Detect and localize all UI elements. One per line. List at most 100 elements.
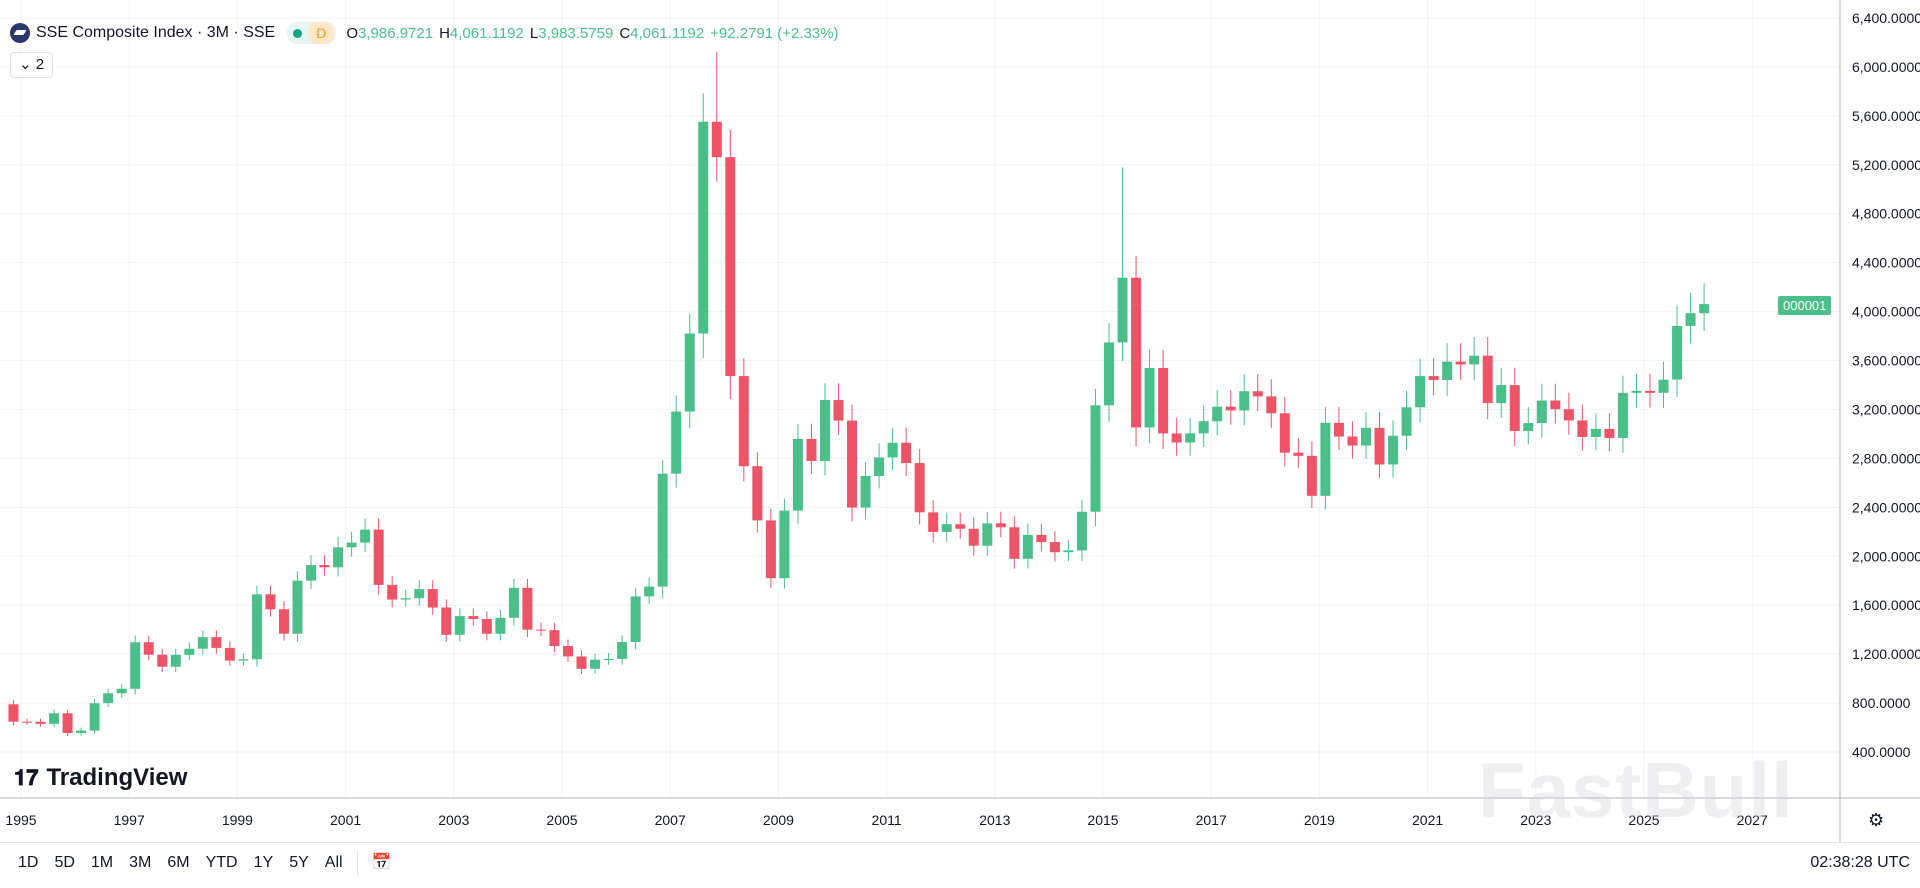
candle-body bbox=[1469, 355, 1480, 365]
candle-body bbox=[1442, 361, 1453, 380]
x-tick-label: 2015 bbox=[1087, 812, 1118, 828]
x-tick-label: 2027 bbox=[1737, 812, 1768, 828]
candle-body bbox=[522, 587, 533, 630]
range-1m[interactable]: 1M bbox=[90, 854, 114, 871]
candle-body bbox=[170, 654, 181, 667]
x-tick-label: 2023 bbox=[1520, 812, 1551, 828]
candle-body bbox=[1347, 436, 1358, 446]
tradingview-logo[interactable]: 𝟏𝟕 TradingView bbox=[14, 764, 187, 792]
x-tick-label: 2003 bbox=[438, 812, 469, 828]
indicators-collapse-button[interactable]: ⌄ 2 bbox=[10, 52, 54, 78]
candle-body bbox=[1685, 313, 1696, 326]
clock[interactable]: 02:38:28 UTC bbox=[1810, 854, 1910, 871]
y-tick-label: 4,400.0000 bbox=[1852, 255, 1920, 271]
candle-body bbox=[265, 594, 276, 610]
candle-body bbox=[657, 473, 668, 587]
candle-body bbox=[1509, 385, 1520, 431]
candle-body bbox=[184, 648, 195, 655]
close-value: 4,061.1192 bbox=[630, 24, 705, 42]
candle-body bbox=[1550, 400, 1561, 410]
candle-body bbox=[1225, 406, 1236, 411]
range-3m[interactable]: 3M bbox=[129, 854, 152, 871]
candle-body bbox=[103, 693, 114, 704]
x-tick-label: 2017 bbox=[1196, 812, 1227, 828]
x-tick-label: 2011 bbox=[872, 812, 902, 828]
candle-body bbox=[8, 704, 19, 722]
x-tick-label: 2013 bbox=[979, 812, 1010, 828]
y-tick-label: 2,000.0000 bbox=[1852, 548, 1920, 564]
candle-body bbox=[711, 121, 722, 158]
candle-body bbox=[76, 730, 87, 734]
candle-body bbox=[157, 654, 168, 667]
candle-body bbox=[1306, 455, 1317, 496]
scale-settings-icon[interactable]: ⚙ bbox=[1868, 810, 1885, 830]
range-5d[interactable]: 5D bbox=[54, 854, 75, 871]
candle-body bbox=[373, 529, 384, 585]
candle-body bbox=[887, 442, 898, 458]
range-6m[interactable]: 6M bbox=[167, 854, 190, 871]
candle-body bbox=[278, 609, 289, 634]
candle-body bbox=[1645, 390, 1655, 393]
logo-text: TradingView bbox=[46, 764, 188, 791]
y-tick-label: 6,000.0000 bbox=[1852, 59, 1920, 75]
candle-body bbox=[1049, 542, 1060, 553]
range-all[interactable]: All bbox=[324, 854, 343, 871]
range-5y[interactable]: 5Y bbox=[289, 854, 309, 871]
y-tick-label: 6,400.0000 bbox=[1852, 10, 1920, 26]
y-tick-label: 800.0000 bbox=[1852, 695, 1911, 711]
candle-body bbox=[346, 542, 357, 548]
open-value: 3,986.9721 bbox=[358, 24, 434, 42]
candle-body bbox=[1631, 390, 1642, 393]
candle-body bbox=[508, 587, 519, 618]
candle-body bbox=[1415, 376, 1426, 408]
candle-body bbox=[684, 333, 695, 412]
high-label: H bbox=[439, 24, 450, 42]
candle-body bbox=[1496, 385, 1507, 404]
y-tick-label: 4,000.0000 bbox=[1852, 304, 1920, 320]
toolbar-divider bbox=[356, 850, 358, 876]
ohlc-values: O3,986.9721 H4,061.1192 L3,983.5759 C4,0… bbox=[346, 25, 838, 42]
candle-body bbox=[1158, 367, 1169, 434]
market-status-pill[interactable]: D bbox=[287, 22, 337, 44]
x-tick-label: 1995 bbox=[5, 812, 36, 828]
candle-body bbox=[1536, 400, 1547, 424]
candle-body bbox=[1293, 452, 1304, 456]
candle-body bbox=[49, 713, 60, 724]
candle-body bbox=[116, 688, 127, 694]
candle-body bbox=[1131, 277, 1142, 428]
candle-body bbox=[251, 594, 262, 660]
goto-date-icon[interactable]: 📅 bbox=[371, 854, 392, 871]
range-ytd[interactable]: YTD bbox=[205, 854, 238, 871]
candle-body bbox=[1266, 396, 1277, 414]
candle-body bbox=[306, 565, 317, 581]
y-tick-label: 2,800.0000 bbox=[1852, 450, 1920, 466]
range-1y[interactable]: 1Y bbox=[253, 854, 274, 871]
candle-body bbox=[765, 520, 776, 579]
candlestick-chart[interactable]: 400.0000 800.0000 1,200.0000 1,600.0000 2,00… bbox=[0, 0, 1920, 842]
candle-body bbox=[1563, 409, 1574, 421]
candle-body bbox=[995, 523, 1006, 528]
candle-body bbox=[1279, 413, 1290, 453]
candle-body bbox=[1144, 367, 1155, 428]
symbol-title[interactable]: SSE Composite Index · 3M · SSE bbox=[36, 24, 276, 41]
candle-body bbox=[671, 411, 682, 474]
candle-body bbox=[590, 659, 601, 669]
candle-body bbox=[1523, 423, 1534, 431]
symbol-logo-icon bbox=[10, 23, 30, 43]
y-tick-label: 4,800.0000 bbox=[1852, 206, 1920, 222]
range-1d[interactable]: 1D bbox=[18, 854, 39, 871]
high-value: 4,061.1192 bbox=[449, 24, 524, 42]
candle-body bbox=[130, 642, 141, 689]
watermark: FastBull bbox=[1478, 746, 1794, 834]
candle-body bbox=[441, 607, 452, 635]
symbol-legend: SSE Composite Index · 3M · SSE D O3,986.… bbox=[10, 22, 839, 44]
candle-body bbox=[1212, 406, 1223, 422]
candle-body bbox=[1401, 407, 1412, 436]
candle-body bbox=[860, 476, 871, 508]
candle-body bbox=[197, 637, 208, 649]
candle-body bbox=[1388, 435, 1399, 465]
price-tag: 000001 bbox=[1778, 296, 1832, 315]
candle-body bbox=[928, 512, 939, 532]
candle-body bbox=[1239, 391, 1250, 411]
x-tick-label: 2025 bbox=[1628, 812, 1659, 828]
